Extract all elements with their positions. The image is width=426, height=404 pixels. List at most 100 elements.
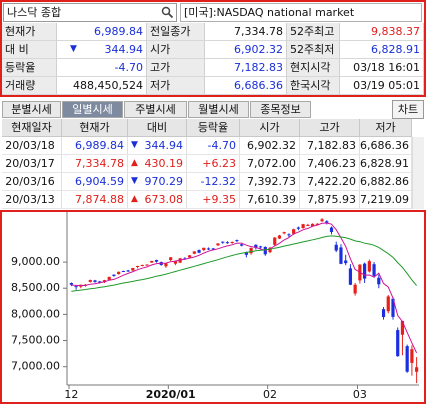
table-cell: 6,902.32 <box>240 137 300 155</box>
candle-body <box>121 270 125 272</box>
tab[interactable]: 주별시세 <box>124 101 187 118</box>
candle-body <box>315 223 319 225</box>
candle-body <box>282 232 286 234</box>
candle-body <box>400 320 405 335</box>
table-cell: 430.19 <box>128 155 187 173</box>
table-header: 고가 <box>300 119 360 137</box>
table-cell: 6,828.91 <box>360 155 412 173</box>
tab[interactable]: 일별시세 <box>62 101 123 118</box>
scrollbar <box>412 137 424 209</box>
table-cell: 7,392.73 <box>240 173 300 191</box>
candle-body <box>140 264 144 266</box>
quote-value: 6,902.32 <box>205 41 287 59</box>
y-tick-label: 7,500.00 <box>11 334 60 347</box>
candle-body <box>320 219 324 222</box>
candle-body <box>339 247 343 264</box>
table-header: 현재가 <box>62 119 128 137</box>
quote-value: 6,989.84 <box>57 23 147 41</box>
quote-value: 6,828.91 <box>340 41 424 59</box>
candle-body <box>154 259 159 262</box>
table-cell: 7,874.88 <box>62 191 128 209</box>
candle-body <box>88 280 92 282</box>
candle-body <box>202 247 206 251</box>
candle-body <box>287 234 291 236</box>
candle-body <box>135 266 140 267</box>
quote-value: 6,686.36 <box>205 77 287 95</box>
quote-label: 거래량 <box>2 77 57 95</box>
candle-body <box>249 248 253 254</box>
x-tick-label: 12 <box>64 388 78 401</box>
candle-body <box>348 268 353 285</box>
highlight-box <box>0 210 426 404</box>
candle-body <box>386 296 390 312</box>
candle-body <box>254 244 258 248</box>
candle-body <box>292 229 296 234</box>
candle-body <box>381 309 386 317</box>
x-tick-label: 03 <box>353 388 367 401</box>
quote-value: -4.70 <box>57 59 147 77</box>
table-cell: 7,875.93 <box>300 191 360 209</box>
table-cell: 20/03/17 <box>2 155 62 173</box>
quote-value: 03/18 16:01 <box>340 59 424 77</box>
search-icon[interactable] <box>161 6 174 19</box>
x-tick-label: 2020/01 <box>146 388 196 401</box>
candle-body <box>235 240 239 242</box>
candle-body <box>353 284 357 294</box>
change-arrow: ▲ <box>131 194 138 204</box>
table-header: 등락율 <box>187 119 240 137</box>
tab[interactable]: 분별시세 <box>2 101 61 118</box>
candle-body <box>164 263 168 267</box>
candle-body <box>74 286 78 288</box>
candle-body <box>334 244 338 251</box>
quote-value: 9,838.37 <box>340 23 424 41</box>
quote-label: 52주최저 <box>287 41 340 59</box>
change-arrow: ▼ <box>131 176 138 186</box>
quote-label: 52주최고 <box>287 23 340 41</box>
candle-body <box>268 247 272 253</box>
table-cell: 7,334.78 <box>62 155 128 173</box>
table-cell: 7,406.23 <box>300 155 360 173</box>
y-tick-label: 8,500.00 <box>11 281 60 294</box>
highlight-box <box>0 0 426 97</box>
moving-average-line <box>71 222 418 354</box>
x-tick-label: 02 <box>263 388 277 401</box>
table-cell: 20/03/13 <box>2 191 62 209</box>
candle-body <box>150 260 154 263</box>
quote-value: 344.94 <box>57 41 147 59</box>
table-cell: +9.35 <box>187 191 240 209</box>
quote-label: 저가 <box>147 77 205 95</box>
candle-body <box>310 223 315 227</box>
y-tick-label: 7,000.00 <box>11 360 60 373</box>
quote-label: 전일종가 <box>147 23 205 41</box>
candle-body <box>126 270 130 272</box>
table-cell: 970.29 <box>128 173 187 191</box>
search-box[interactable]: 나스닥 종합 <box>3 3 177 22</box>
y-tick-label: 8,000.00 <box>11 307 60 320</box>
candle-body <box>188 255 192 258</box>
candle-body <box>277 235 282 239</box>
candle-body <box>112 274 116 276</box>
table-header: 대비 <box>128 119 187 137</box>
candle-body <box>325 221 329 223</box>
candle-body <box>211 248 215 250</box>
candle-body <box>145 264 149 266</box>
candle-body <box>240 244 244 246</box>
tab[interactable]: 종목정보 <box>250 101 311 118</box>
quote-value: 7,182.83 <box>205 59 287 77</box>
market-label: [미국]:NASDAQ national market <box>180 3 422 22</box>
candle-body <box>169 257 173 260</box>
candle-body <box>173 261 178 264</box>
candle-body <box>221 241 225 243</box>
candle-body <box>410 349 414 363</box>
chart-button[interactable]: 차트 <box>392 100 424 119</box>
table-cell: +6.23 <box>187 155 240 173</box>
quote-label: 현재가 <box>2 23 57 41</box>
quote-value: 488,450,524 <box>57 77 147 95</box>
table-header: 시가 <box>240 119 300 137</box>
candle-body <box>344 260 348 264</box>
candle-body <box>192 251 196 254</box>
tab[interactable]: 월별시세 <box>188 101 249 118</box>
quote-label: 대 비 <box>2 41 57 59</box>
